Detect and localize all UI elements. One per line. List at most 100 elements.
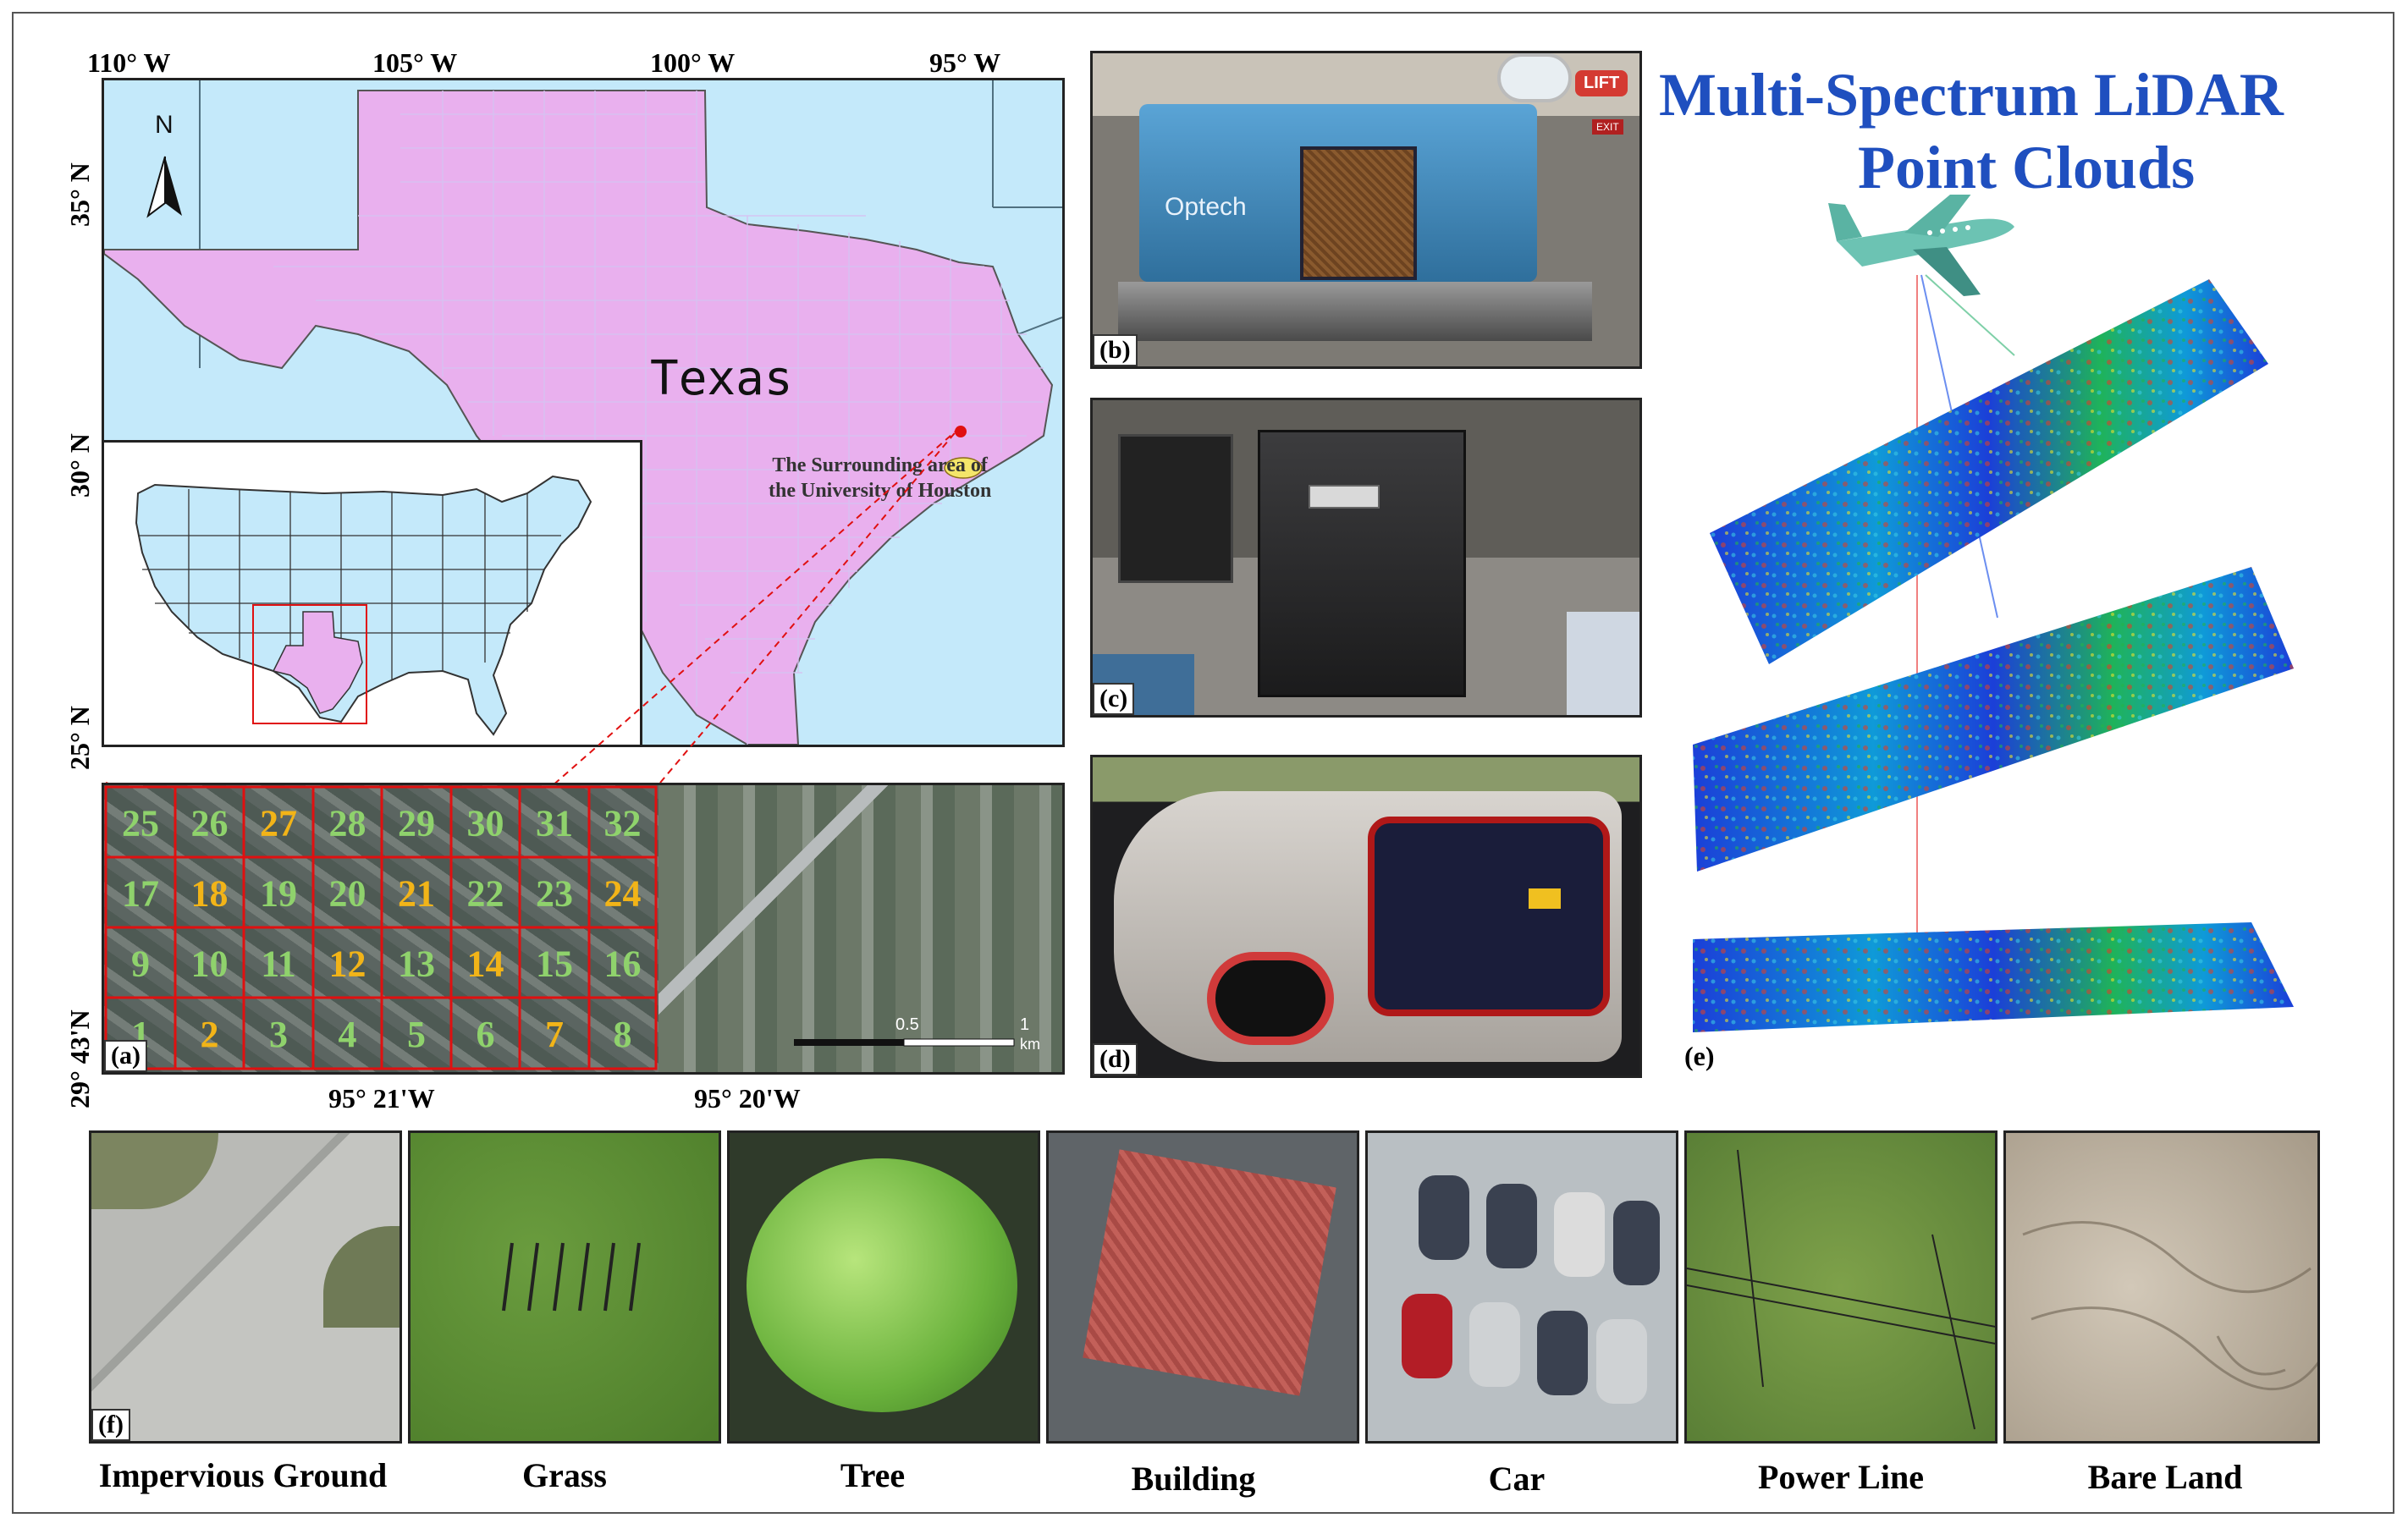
photo-d: (d) — [1090, 755, 1642, 1078]
class-label-grass: Grass — [522, 1456, 607, 1494]
tile-number-2: 2 — [201, 1014, 219, 1055]
tile-number-9: 9 — [131, 943, 150, 985]
point-cloud-middle — [1693, 567, 2294, 872]
warning-label — [1529, 888, 1561, 909]
tile-number-17: 17 — [122, 873, 159, 915]
usa-inset — [104, 440, 642, 745]
point-cloud-bottom — [1693, 922, 2294, 1032]
airplane-icon — [1828, 195, 2014, 296]
scale-label-unit: km — [1020, 1036, 1040, 1053]
photo-b: Optech LIFT EXIT (b) — [1090, 51, 1642, 369]
houston-area — [944, 457, 983, 479]
panel-label-b: (b) — [1093, 334, 1138, 366]
tile-number-28: 28 — [329, 803, 366, 844]
tile-number-12: 12 — [329, 943, 366, 985]
tile-number-4: 4 — [339, 1014, 357, 1055]
grass-verge-top — [91, 1133, 218, 1209]
panel-label-e: (e) — [1684, 1041, 1715, 1071]
bare-land-texture — [2022, 1221, 2317, 1390]
sample-power-line — [1684, 1130, 1997, 1444]
tile-number-3: 3 — [269, 1014, 288, 1055]
photo-c: (c) — [1090, 398, 1642, 718]
north-label: N — [155, 111, 174, 139]
class-label-power-line: Power Line — [1758, 1458, 1924, 1496]
tile-number-23: 23 — [536, 873, 573, 915]
texas-focus-box — [252, 604, 367, 724]
lidar-title-line1: Multi-Spectrum LiDAR — [1659, 61, 2284, 129]
lift-sign: LIFT — [1575, 70, 1628, 96]
tile-number-14: 14 — [467, 943, 504, 985]
class-label-bare-land: Bare Land — [2087, 1458, 2243, 1496]
panel-label-d: (d) — [1093, 1043, 1138, 1075]
study-area-label-line1: The Surrounding area of — [772, 454, 988, 476]
tile-number-18: 18 — [191, 873, 229, 915]
lon-label-105: 105° W — [372, 47, 458, 78]
scanner-screen — [1368, 817, 1610, 1016]
scale-label-mid: 0.5 — [895, 1015, 919, 1034]
right-seat — [1567, 612, 1639, 715]
tile-number-31: 31 — [536, 803, 573, 844]
point-cloud-top — [1710, 279, 2268, 664]
aerial-lon-label-1: 95° 21'W — [328, 1083, 435, 1114]
exit-sign: EXIT — [1592, 119, 1623, 135]
aerial-lon-label-2: 95° 20'W — [694, 1083, 801, 1114]
rack-handle — [1309, 485, 1380, 509]
texas-map: N Texas The Surrounding area of the Univ… — [102, 78, 1065, 747]
car-objects — [1402, 1175, 1660, 1404]
class-label-impervious-ground: Impervious Ground — [98, 1456, 388, 1494]
tile-number-29: 29 — [398, 803, 435, 844]
tile-number-10: 10 — [191, 943, 229, 985]
lidar-illustration — [1693, 195, 2294, 1032]
panel-label-a: (a) — [104, 1040, 147, 1072]
study-area-label: The Surrounding area of the University o… — [769, 453, 991, 503]
texas-in-usa — [272, 611, 363, 714]
tile-number-19: 19 — [260, 873, 297, 915]
study-area-label-line2: the University of Houston — [769, 480, 992, 502]
north-arrow — [146, 156, 182, 218]
aerial-right-area — [658, 785, 1062, 1072]
tile-number-24: 24 — [604, 873, 642, 915]
tile-number-5: 5 — [407, 1014, 426, 1055]
left-monitor — [1118, 434, 1233, 583]
lon-label-100: 100° W — [650, 47, 736, 78]
sample-building — [1046, 1130, 1359, 1444]
tile-number-21: 21 — [398, 873, 435, 915]
tile-number-27: 27 — [260, 803, 297, 844]
usa-inset-svg — [135, 475, 592, 736]
lon-label-95: 95° W — [929, 47, 1001, 78]
texas-shape — [104, 90, 1054, 745]
tile-number-7: 7 — [545, 1014, 564, 1055]
power-line-objects — [1687, 1149, 1995, 1430]
tile-number-8: 8 — [614, 1014, 632, 1055]
tree-crown — [747, 1158, 1017, 1412]
sample-grass — [408, 1130, 721, 1444]
aircraft-window — [1497, 53, 1572, 102]
sample-impervious-ground: (f) — [89, 1130, 402, 1444]
panel-label-c: (c) — [1093, 683, 1135, 715]
state-label: Texas — [650, 351, 793, 406]
scanner-lens — [1207, 952, 1334, 1045]
tile-number-25: 25 — [122, 803, 159, 844]
sensor-window — [1300, 146, 1417, 280]
figure-frame — [12, 12, 2394, 1514]
tile-number-32: 32 — [604, 803, 642, 844]
lon-label-110: 110° W — [87, 47, 171, 78]
sensor-base — [1118, 282, 1592, 341]
tile-number-20: 20 — [329, 873, 366, 915]
tile-number-16: 16 — [604, 943, 642, 985]
tile-number-11: 11 — [261, 943, 296, 985]
sample-tree — [727, 1130, 1040, 1444]
class-label-building: Building — [1131, 1460, 1256, 1498]
red-roof — [1083, 1149, 1336, 1396]
sample-bare-land — [2003, 1130, 2320, 1444]
tile-number-6: 6 — [477, 1014, 495, 1055]
equipment-rack — [1258, 430, 1466, 697]
tile-number-13: 13 — [398, 943, 435, 985]
aerial-image: 25 26 27 28 29 30 31 32 17 18 19 20 21 22 23 24 9 10 11 12 1… — [102, 783, 1065, 1075]
sample-car — [1365, 1130, 1678, 1444]
tile-number-22: 22 — [467, 873, 504, 915]
class-label-tree: Tree — [840, 1456, 906, 1494]
lidar-title-line2: Point Clouds — [1858, 134, 2196, 201]
tile-number-26: 26 — [191, 803, 229, 844]
